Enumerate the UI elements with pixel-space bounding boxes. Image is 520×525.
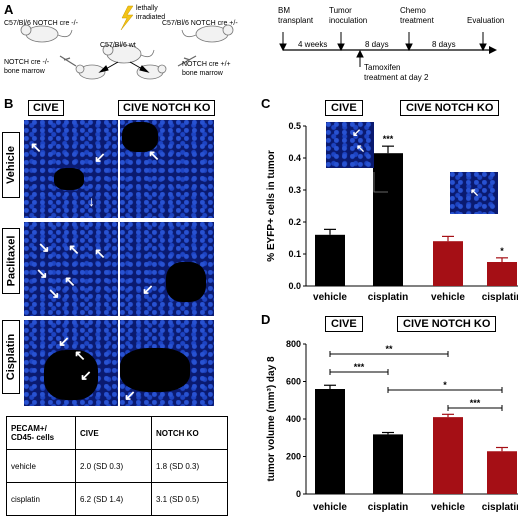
chart-c-group-ko: CIVE NOTCH KO — [400, 100, 500, 116]
bar — [433, 241, 463, 286]
mouse-right-icon — [181, 24, 234, 43]
x-tick-label: cisplatin — [482, 292, 518, 303]
table-row: vehicle 2.0 (SD 0.3) 1.8 (SD 0.3) — [6, 449, 228, 483]
table-header-cell: CIVE — [75, 416, 152, 450]
bar — [487, 262, 517, 286]
table-header-row: PECAM+/ CD45- cells CIVE NOTCH KO — [6, 416, 228, 450]
x-tick-label: cisplatin — [368, 502, 409, 513]
tamoxifen-text: Tamoxifen treatment at day 2 — [364, 63, 429, 82]
micrograph-ko-cisplatin: ↙ — [120, 320, 214, 406]
y-tick-label: 0.0 — [288, 281, 301, 291]
marrow-left-text: NOTCH cre -/- bone marrow — [4, 59, 50, 75]
table-cell: 2.0 (SD 0.3) — [75, 449, 152, 483]
panel-label-b: B — [4, 96, 14, 111]
significance-label: ** — [385, 344, 393, 354]
interval-1: 4 weeks — [298, 40, 328, 49]
recipient-text: C57/Bl/6 wt — [100, 42, 136, 49]
bar — [433, 417, 463, 494]
mouse-bottom-left-icon — [75, 64, 106, 80]
x-tick-label: cisplatin — [368, 292, 409, 303]
table-cell: 3.1 (SD 0.5) — [151, 482, 228, 516]
irradiated-text: lethally irradiated — [136, 5, 166, 21]
bar — [487, 451, 517, 494]
chart-c-group-cive: CIVE — [325, 100, 363, 116]
y-tick-label: 600 — [286, 377, 301, 387]
significance-label: *** — [383, 134, 394, 144]
bar — [373, 153, 403, 286]
transfer-arrows — [98, 61, 150, 73]
y-tick-label: 0.4 — [288, 153, 301, 163]
event-bm-transplant: BM transplant — [278, 6, 314, 25]
micrograph-cive-paclitaxel: ↘ ↖ ↘ ↖ ↘ ↖ — [24, 222, 118, 316]
significance-label: * — [443, 380, 447, 390]
event-tumor-inoculation: Tumor inoculation — [329, 6, 368, 25]
chart-d-group-ko: CIVE NOTCH KO — [397, 316, 497, 332]
event-evaluation: Evaluation — [467, 16, 505, 25]
x-tick-label: vehicle — [431, 292, 465, 303]
inset-ko-micrograph: ↖ — [450, 172, 498, 214]
lightning-icon — [120, 5, 134, 31]
bar — [315, 234, 345, 286]
table-cell: cisplatin — [6, 482, 76, 516]
micrograph-ko-vehicle: ↖ — [120, 120, 214, 218]
significance-label: *** — [354, 362, 365, 372]
y-tick-label: 200 — [286, 452, 301, 462]
y-tick-label: 0 — [296, 489, 301, 499]
x-tick-label: vehicle — [431, 502, 465, 513]
donor-left-text: C57/Bl/6 NOTCH cre -/- — [4, 20, 78, 27]
bar — [373, 434, 403, 494]
col-label-notch-ko: CIVE NOTCH KO — [118, 100, 216, 116]
y-tick-label: 0.5 — [288, 121, 301, 131]
chart-c-eyfp: 0.0 0.1 0.2 0.3 0.4 0.5 % EYFP+ cells in tumor… — [266, 121, 518, 303]
row-label-paclitaxel: Paclitaxel — [2, 228, 20, 294]
marrow-right-text: NOTCH cre +/+ bone marrow — [182, 61, 231, 77]
chart-d-tumor-volume: 0 200 400 600 800 tumor volume (mm³) day 8 veh… — [266, 339, 518, 513]
x-tick-label: vehicle — [313, 502, 347, 513]
timeline-axis — [279, 32, 497, 67]
table-header-cell: PECAM+/ CD45- cells — [6, 416, 76, 450]
y-tick-label: 0.2 — [288, 217, 301, 227]
interval-2: 8 days — [365, 40, 389, 49]
y-tick-label: 400 — [286, 414, 301, 424]
mouse-schematic — [20, 5, 234, 80]
row-label-cisplatin: Cisplatin — [2, 320, 20, 394]
interval-3: 8 days — [432, 40, 456, 49]
significance-label: *** — [470, 398, 481, 408]
panel-label-c: C — [261, 96, 271, 111]
table-cell: 6.2 (SD 1.4) — [75, 482, 152, 516]
table-cell: 1.8 (SD 0.3) — [151, 449, 228, 483]
table-row: cisplatin 6.2 (SD 1.4) 3.1 (SD 0.5) — [6, 482, 228, 516]
mouse-center-icon — [102, 44, 155, 64]
y-tick-label: 800 — [286, 339, 301, 349]
inset-connector — [373, 172, 388, 193]
micrograph-cive-vehicle: ↖ ↙ ↓ — [24, 120, 118, 218]
y-tick-label: 0.3 — [288, 185, 301, 195]
mouse-left-icon — [20, 24, 73, 43]
x-tick-label: cisplatin — [482, 502, 518, 513]
col-label-cive: CIVE — [28, 100, 64, 116]
panel-label-d: D — [261, 312, 271, 327]
panel-label-a: A — [4, 2, 14, 17]
inset-cive-micrograph: ↙ ↖ — [326, 122, 374, 168]
table-cell: vehicle — [6, 449, 76, 483]
y-axis-title: tumor volume (mm³) day 8 — [266, 356, 277, 481]
significance-label: * — [500, 246, 504, 256]
donor-right-text: C57/Bl/6 NOTCH cre +/- — [162, 20, 238, 27]
x-tick-label: vehicle — [313, 292, 347, 303]
pecam-table: PECAM+/ CD45- cells CIVE NOTCH KO vehicl… — [6, 416, 228, 516]
y-axis-title: % EYFP+ cells in tumor — [266, 150, 277, 262]
chart-d-group-cive: CIVE — [325, 316, 363, 332]
micrograph-cive-cisplatin: ↙ ↖ ↙ — [24, 320, 118, 406]
syringe-icons — [59, 55, 197, 67]
table-header-cell: NOTCH KO — [151, 416, 228, 450]
row-label-vehicle: Vehicle — [2, 132, 20, 198]
event-chemo: Chemo treatment — [400, 6, 434, 25]
bar — [315, 389, 345, 494]
micrograph-ko-paclitaxel: ↙ — [120, 222, 214, 316]
y-tick-label: 0.1 — [288, 249, 301, 259]
